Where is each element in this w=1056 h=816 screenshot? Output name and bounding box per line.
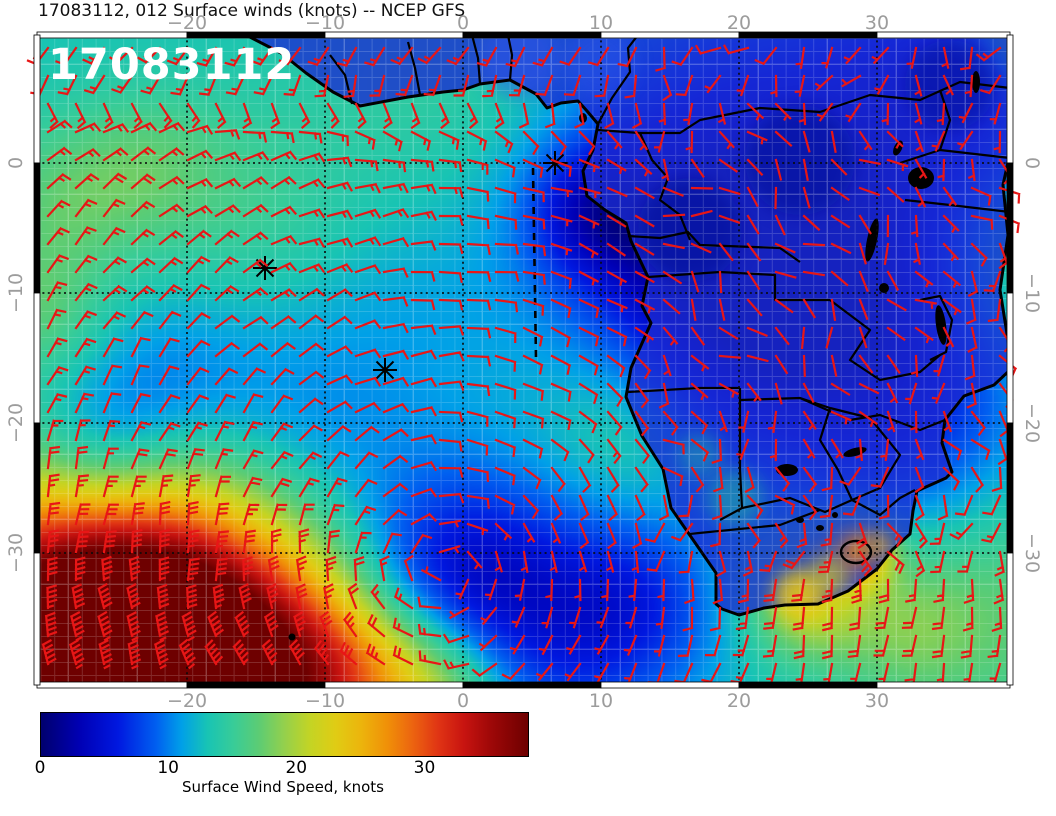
wind-barbs (26, 44, 1021, 687)
map-frame-segment (1006, 34, 1014, 164)
colorbar-tick-label: 0 (34, 758, 46, 778)
lon-tick-bottom: −10 (304, 690, 346, 712)
lon-tick-bottom: −20 (166, 690, 208, 712)
map-frame-segment (33, 292, 41, 424)
country-border (719, 388, 744, 521)
country-border (647, 270, 830, 302)
country-border (470, 35, 482, 85)
lat-tick-left: −20 (5, 402, 27, 444)
lon-tick-bottom: 0 (456, 690, 470, 712)
lat-tick-right: 0 (1021, 156, 1043, 170)
map-frame-segment (738, 681, 878, 689)
five-degree-grid-texture (37, 35, 1010, 685)
country-border (329, 54, 354, 105)
map-frame-segment (1006, 162, 1014, 294)
map-frame-segment (33, 162, 41, 294)
map-frame-segment (738, 31, 878, 39)
map-frame-segment (600, 681, 740, 689)
lon-tick-top: 10 (588, 12, 614, 34)
lon-tick-top: −20 (166, 12, 208, 34)
lat-tick-left: 0 (5, 156, 27, 170)
map-frame-segment (33, 552, 41, 686)
plot-title: 17083112, 012 Surface winds (knots) -- N… (38, 1, 466, 21)
map-frame-segment (33, 34, 41, 164)
island-star-marker (543, 151, 567, 175)
colorbar-tick-label: 10 (157, 758, 179, 778)
country-border (627, 230, 801, 263)
colorbar-tick-label: 20 (285, 758, 308, 778)
lat-tick-right: −20 (1021, 402, 1043, 444)
lat-tick-right: −30 (1021, 532, 1043, 574)
colorbar (40, 712, 529, 757)
map-frame-segment (876, 681, 1011, 689)
map-frame-segment (36, 681, 188, 689)
island-star-marker (253, 256, 277, 280)
country-border (818, 406, 902, 502)
map-frame-segment (1006, 422, 1014, 554)
lon-tick-bottom: 30 (864, 690, 890, 712)
country-border (829, 299, 941, 382)
map-frame-segment (324, 31, 464, 39)
lake (776, 464, 798, 476)
map-frame-segment (1006, 292, 1014, 424)
island-dot-marker (288, 633, 296, 641)
lon-tick-top: 0 (456, 12, 470, 34)
lon-tick-bottom: 20 (726, 690, 752, 712)
lon-tick-top: 20 (726, 12, 752, 34)
map-frame-segment (33, 422, 41, 554)
island-star-marker (373, 358, 397, 382)
map-frame-segment (876, 31, 1011, 39)
lon-tick-bottom: 10 (588, 690, 614, 712)
map-frame-segment (462, 31, 602, 39)
lake (972, 71, 980, 93)
country-border (506, 35, 514, 81)
datetime-stamp: 17083112 (48, 40, 296, 90)
lon-tick-top: 30 (864, 12, 890, 34)
lake (865, 218, 879, 262)
map-frame-segment (1006, 552, 1014, 686)
country-border (597, 35, 639, 125)
map-frame-segment (462, 681, 602, 689)
lat-tick-right: −10 (1021, 272, 1043, 314)
lake (816, 525, 824, 531)
map-layers (37, 35, 1010, 685)
lake (832, 512, 838, 518)
colorbar-title: Surface Wind Speed, knots (181, 778, 385, 796)
lat-tick-left: −30 (5, 532, 27, 574)
lon-tick-top: −10 (304, 12, 346, 34)
lesotho-border (839, 539, 873, 565)
map-frame-segment (186, 681, 326, 689)
lake (935, 305, 947, 345)
dashed-track-line (531, 167, 538, 359)
lake (796, 517, 804, 523)
lake (879, 283, 889, 293)
map-frame-segment (600, 31, 740, 39)
country-border (938, 89, 952, 151)
country-border (919, 294, 954, 361)
map-frame-segment (324, 681, 464, 689)
map-frame-segment (36, 31, 188, 39)
lat-tick-left: −10 (5, 272, 27, 314)
colorbar-tick-label: 30 (413, 758, 436, 778)
coastline (242, 35, 1010, 617)
